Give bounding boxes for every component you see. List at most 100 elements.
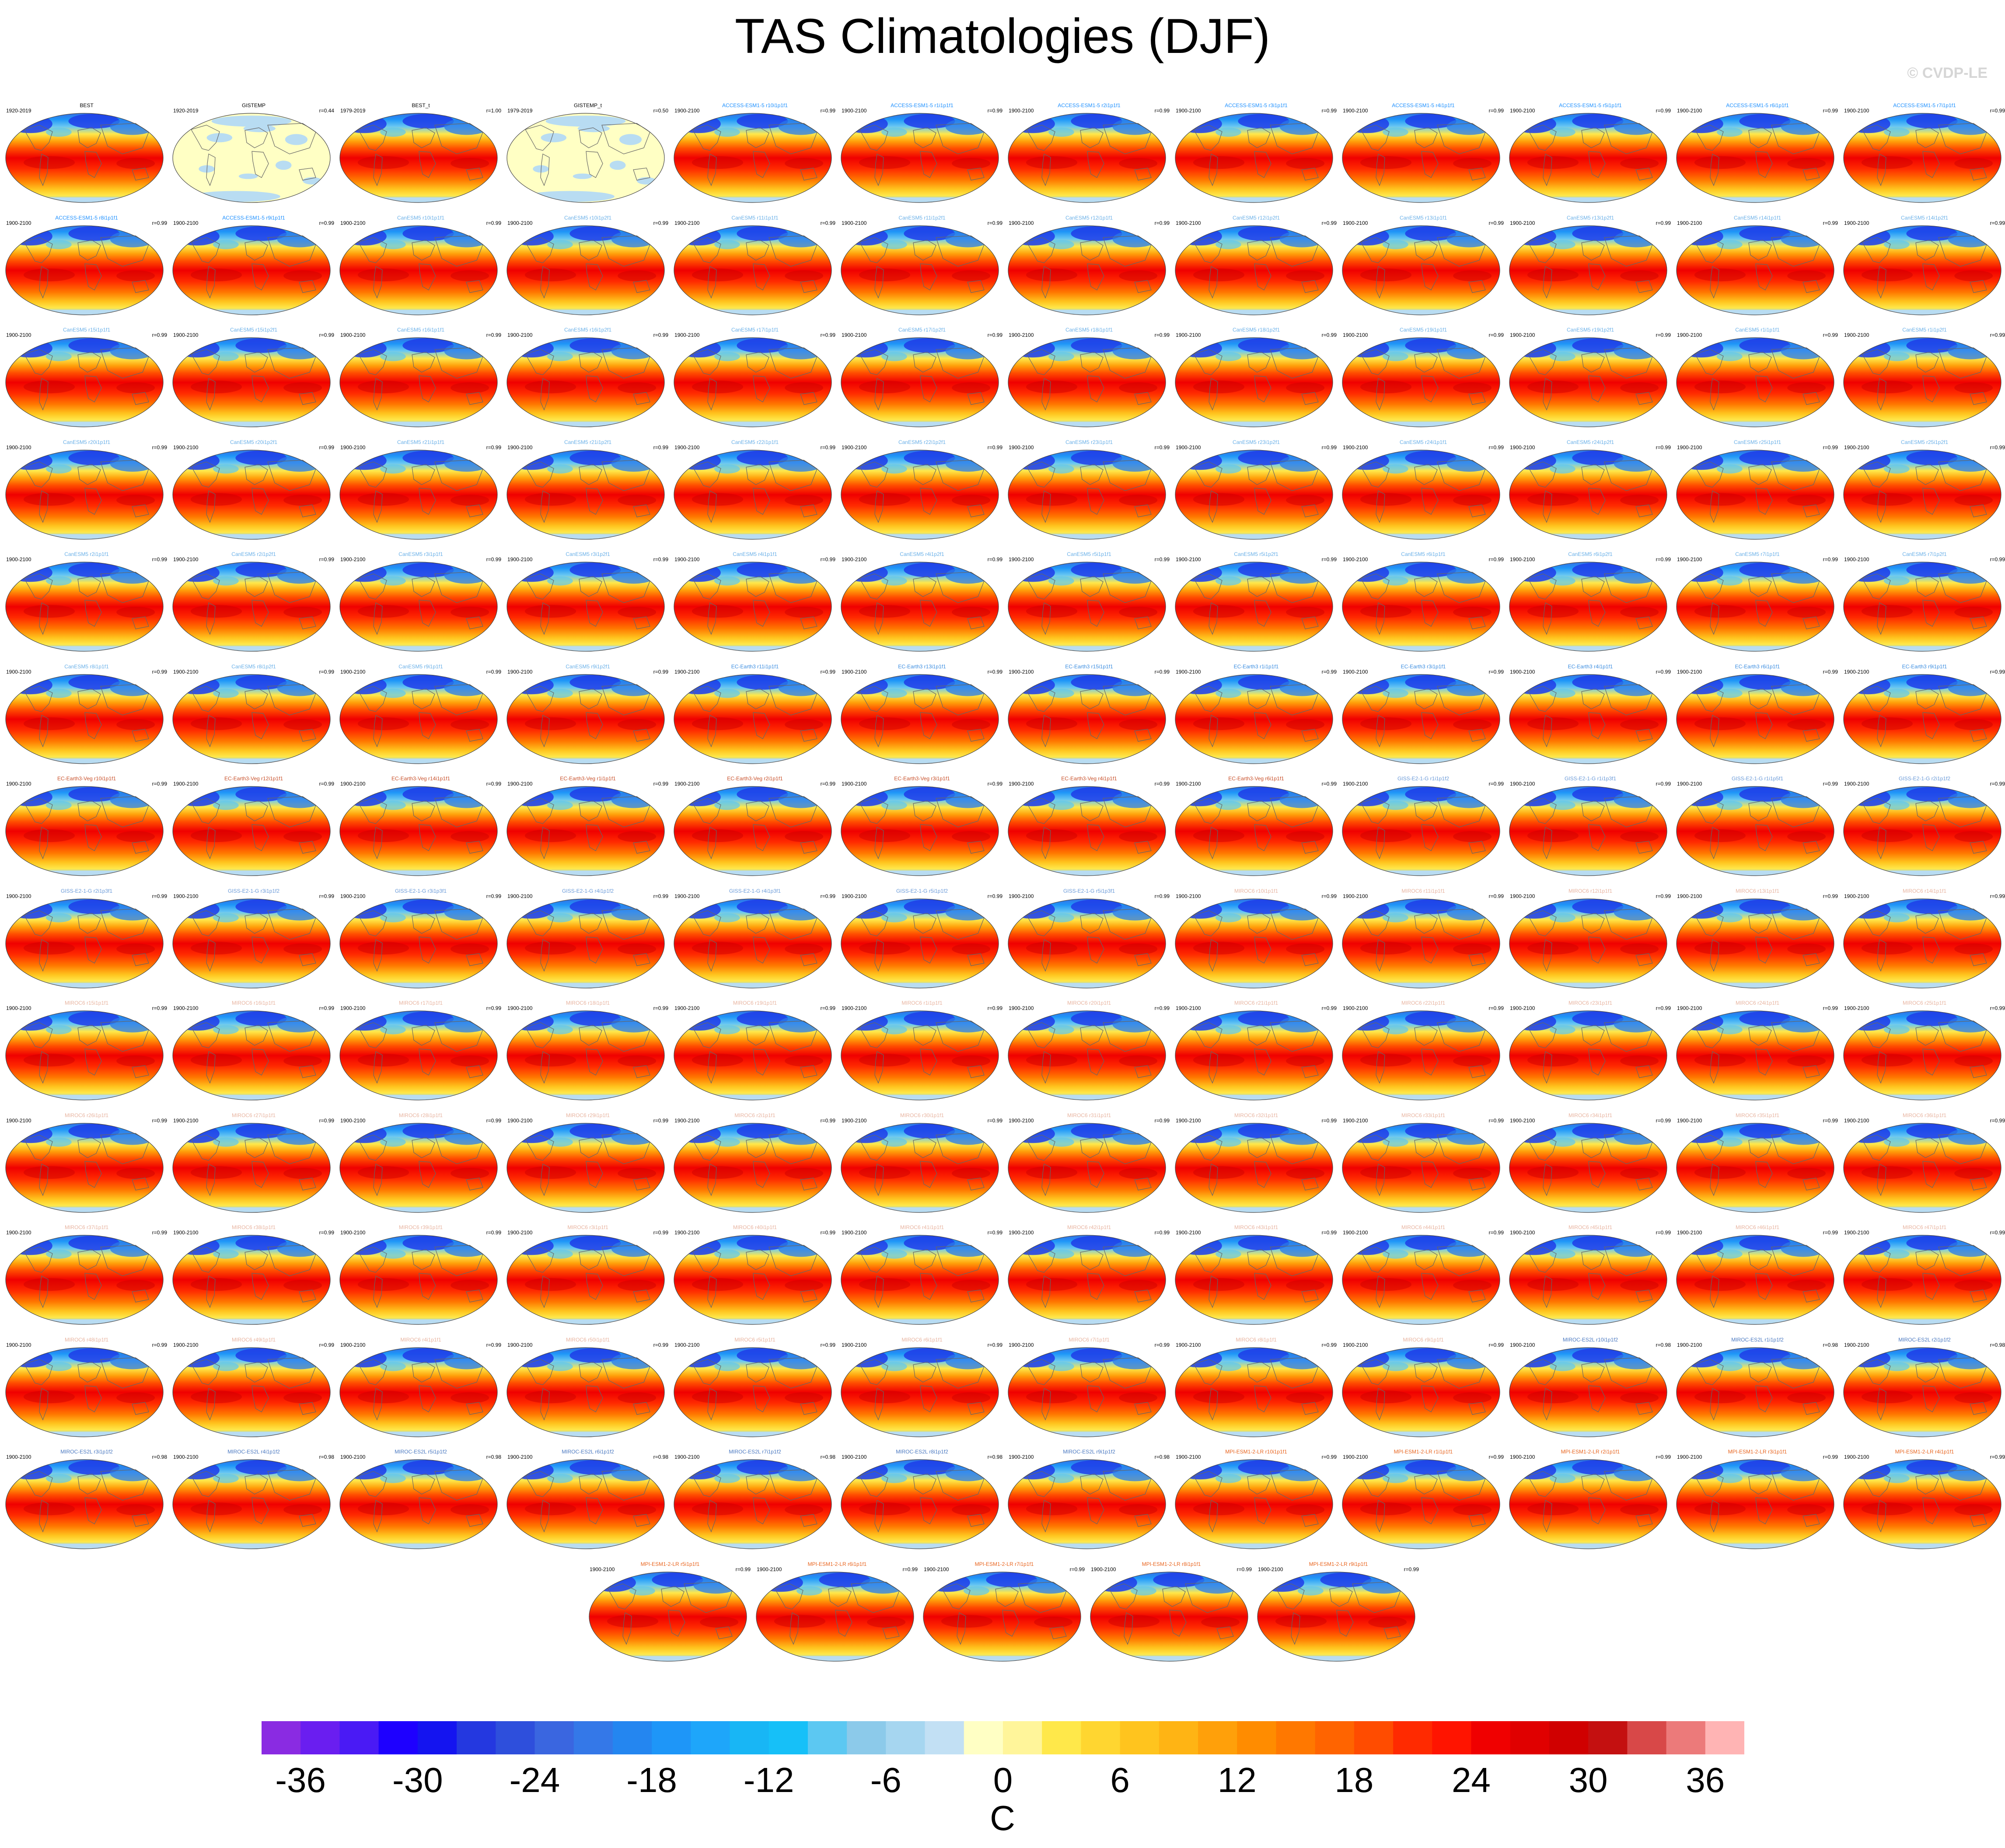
continent-outline [1543,827,1552,859]
tas-map [1008,449,1166,540]
continent-outline [1877,1387,1886,1421]
colorbar-swatch [1198,1721,1237,1754]
tas-map [339,562,498,652]
tas-map [1676,1010,1834,1100]
continent-outline [1527,685,1557,712]
map-panel: 1900-2100 ACCESS-ESM1-5 r9i1p1f1 r=0.99 [171,214,336,317]
panel-correlation: r=0.99 [1990,1005,2005,1011]
continent-outline [299,168,316,181]
panel-header: 1900-2100 ACCESS-ESM1-5 r2i1p1f1 r=0.99 [1007,101,1171,114]
continent-outline [77,1249,101,1270]
continent-outline [1134,1065,1152,1078]
continent-outline [206,1051,216,1084]
map-panel: 1900-2100 CanESM5 r13i1p1f1 r=0.99 [1341,214,1505,317]
continent-outline [859,349,888,375]
panel-name: CanESM5 r5i1p1f1 [1067,551,1111,557]
continent-outline [434,1245,483,1276]
continent-outline [1970,728,1987,742]
continent-outline [419,1385,436,1412]
continent-outline [1103,347,1152,379]
map-panel: 1900-2100 EC-Earth3-Veg r4i1p1f1 r=0.99 [1007,775,1171,878]
continent-outline [412,239,435,261]
continent-outline [1301,1401,1319,1415]
panel-correlation: r=0.99 [1656,893,1671,899]
continent-outline [1087,1497,1104,1524]
continent-outline [1748,239,1772,261]
panel-period: 1900-2100 [173,1454,199,1460]
continent-outline [434,235,483,267]
continent-outline [1922,936,1940,964]
tas-map [1175,113,1333,203]
continent-outline [1026,910,1055,936]
continent-outline [1710,827,1719,859]
continent-outline [1915,352,1939,373]
continent-outline [1635,1177,1653,1191]
panel-period: 1900-2100 [1343,781,1368,787]
panel-period: 1900-2100 [6,556,31,562]
continent-outline [267,123,316,154]
map-panel: 1900-2100 GISS-E2-1-G r4i1p1f2 r=0.99 [506,887,670,990]
map-panel: 1900-2100 CanESM5 r23i1p1f1 r=0.99 [1007,438,1171,541]
continent-outline [579,1137,602,1158]
continent-outline [1755,1385,1773,1412]
continent-outline [419,1497,436,1524]
tas-map [1342,674,1500,764]
tas-map [1175,1235,1333,1325]
continent-outline [1414,576,1438,597]
continent-outline [466,168,483,181]
continent-outline [540,602,550,635]
panel-correlation: r=0.99 [820,332,835,338]
continent-outline [622,1612,632,1645]
panel-correlation: r=0.99 [486,781,501,787]
panel-name: CanESM5 r3i1p1f1 [398,551,443,557]
continent-outline [1468,728,1486,742]
continent-outline [707,1051,717,1084]
panel-period: 1900-2100 [842,1005,867,1011]
panel-correlation: r=0.99 [1321,1341,1337,1348]
map-panel: 1900-2100 ACCESS-ESM1-5 r5i1p1f1 r=0.99 [1508,101,1673,205]
tas-map [506,898,665,989]
continent-outline [1270,1132,1319,1164]
panel-name: CanESM5 r9i1p2f1 [566,663,610,670]
continent-outline [1635,1065,1653,1078]
map-panel: 1900-2100 MIROC6 r25i1p1f1 r=0.99 [1842,999,2005,1102]
map-panel: 1900-2100 CanESM5 r21i1p1f1 r=0.99 [339,438,503,541]
tas-map [1843,1010,2002,1100]
map-panel: 1900-2100 MIROC6 r26i1p1f1 r=0.99 [4,1111,169,1215]
panel-name: CanESM5 r20i1p2f1 [230,439,278,445]
continent-outline [419,600,436,627]
continent-outline [967,1065,985,1078]
tas-map [1342,562,1500,652]
continent-outline [1694,461,1724,488]
continent-outline [1604,684,1653,716]
continent-outline [358,1247,387,1273]
continent-outline [1710,378,1719,411]
continent-outline [1041,827,1051,859]
continent-outline [1802,168,1820,181]
map-panel: 1900-2100 CanESM5 r24i1p1f1 r=0.99 [1341,438,1505,541]
continent-outline [1802,953,1820,966]
continent-outline [373,714,383,748]
panel-name: MIROC6 r8i1p1f1 [1236,1336,1277,1343]
tas-map [1676,562,1834,652]
tas-map [506,786,665,876]
continent-outline [746,1249,769,1270]
continent-outline [601,1132,650,1164]
panel-correlation: r=1.00 [486,108,501,114]
continent-outline [920,1497,937,1524]
map-panel: 1900-2100 CanESM5 r7i1p1f1 r=0.99 [1675,550,1840,653]
panel-header: 1900-2100 MIROC6 r7i1p1f1 r=0.99 [1007,1336,1171,1348]
continent-outline [191,461,220,488]
continent-outline [633,392,650,405]
continent-outline [692,910,721,936]
panel-name: EC-Earth3-Veg r14i1p1f1 [391,776,451,782]
continent-outline [251,600,269,627]
continent-outline [1254,824,1271,851]
map-panel: 1900-2100 MIROC6 r39i1p1f1 r=0.99 [339,1223,503,1327]
continent-outline [1026,573,1055,600]
continent-outline [1468,1065,1486,1078]
continent-outline [692,573,721,600]
continent-outline [1376,265,1385,299]
panel-name: MIROC6 r5i1p1f1 [734,1336,775,1343]
continent-outline [874,490,884,523]
